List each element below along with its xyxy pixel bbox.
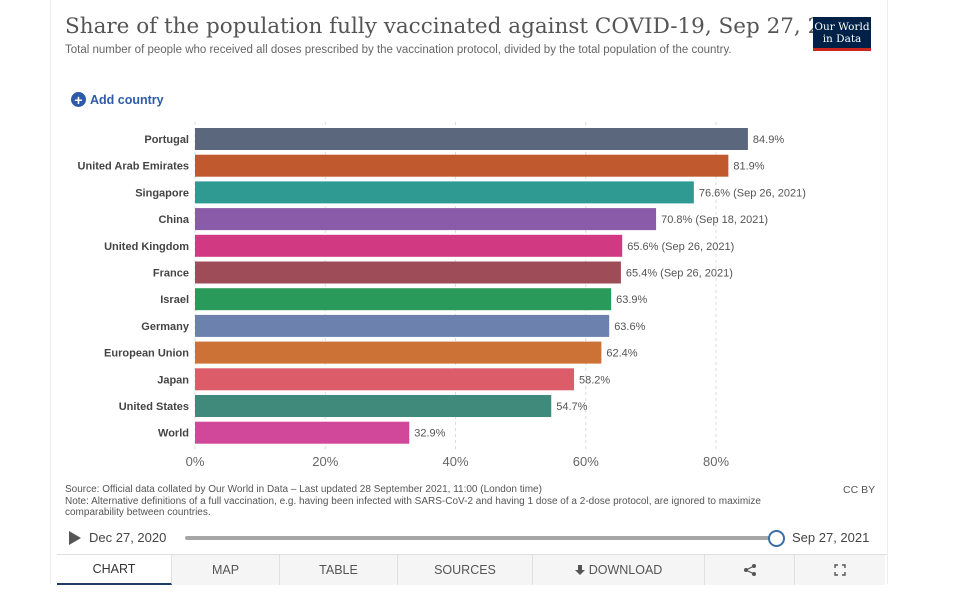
bar[interactable] bbox=[195, 288, 612, 311]
category-label: France bbox=[153, 268, 189, 280]
category-label: China bbox=[158, 214, 189, 226]
category-label: United Arab Emirates bbox=[78, 161, 189, 173]
value-label: 58.2% bbox=[579, 374, 610, 386]
chart-subtitle: Total number of people who received all … bbox=[65, 44, 732, 56]
value-label: 62.4% bbox=[606, 348, 637, 360]
bar-chart: 0% 20% 40% 60% 80% Portugal 84.9% United Arab E… bbox=[78, 122, 806, 469]
bar[interactable] bbox=[195, 261, 621, 284]
timeline-slider-track[interactable] bbox=[185, 536, 775, 540]
value-label: 63.9% bbox=[616, 294, 647, 306]
value-label: 70.8% (Sep 18, 2021) bbox=[661, 214, 768, 226]
category-label: Portugal bbox=[144, 134, 189, 146]
fullscreen-button[interactable] bbox=[795, 555, 885, 585]
bar[interactable] bbox=[195, 128, 748, 150]
x-tick-label: 40% bbox=[442, 454, 468, 469]
share-icon bbox=[743, 564, 756, 576]
download-icon bbox=[574, 565, 585, 575]
value-label: 54.7% bbox=[556, 401, 587, 413]
tab-chart[interactable]: CHART bbox=[57, 555, 172, 585]
category-label: Japan bbox=[157, 374, 189, 386]
value-label: 65.4% (Sep 26, 2021) bbox=[626, 268, 733, 280]
bar[interactable] bbox=[195, 208, 657, 231]
bar[interactable] bbox=[195, 395, 552, 417]
bar[interactable] bbox=[195, 314, 610, 337]
bar[interactable] bbox=[195, 181, 694, 204]
tab-bar: CHART MAP TABLE SOURCES DOWNLOAD bbox=[57, 554, 887, 585]
bar[interactable] bbox=[195, 341, 602, 364]
category-label: European Union bbox=[104, 348, 189, 360]
tab-map[interactable]: MAP bbox=[172, 555, 280, 585]
license-label[interactable]: CC BY bbox=[843, 484, 876, 496]
share-button[interactable] bbox=[705, 555, 795, 585]
category-label: United Kingdom bbox=[104, 241, 189, 253]
category-label: Israel bbox=[160, 294, 189, 306]
logo-line-1: Our World bbox=[814, 21, 870, 33]
tab-download-label: DOWNLOAD bbox=[588, 563, 663, 577]
note-text: Note: Alternative definitions of a full … bbox=[65, 495, 761, 519]
tab-download[interactable]: DOWNLOAD bbox=[533, 555, 705, 585]
tab-sources[interactable]: SOURCES bbox=[398, 555, 533, 585]
owid-logo[interactable]: Our World in Data bbox=[813, 17, 871, 51]
chart-footer-text: Source: Official data collated by Our Wo… bbox=[65, 484, 795, 519]
add-country-button[interactable]: + Add country bbox=[71, 92, 164, 107]
logo-line-2: in Data bbox=[822, 33, 862, 45]
plus-circle-icon: + bbox=[71, 92, 86, 107]
bar[interactable] bbox=[195, 154, 729, 177]
x-tick-label: 20% bbox=[312, 454, 338, 469]
value-label: 65.6% (Sep 26, 2021) bbox=[627, 241, 734, 253]
timeline-end-label: Sep 27, 2021 bbox=[792, 530, 870, 545]
value-label: 63.6% bbox=[614, 321, 645, 333]
add-country-label: Add country bbox=[90, 92, 164, 107]
value-label: 81.9% bbox=[733, 161, 764, 173]
bar[interactable] bbox=[195, 368, 575, 391]
fullscreen-icon bbox=[834, 564, 846, 576]
category-label: Singapore bbox=[135, 187, 189, 199]
category-label: United States bbox=[119, 401, 189, 413]
category-label: Germany bbox=[141, 321, 190, 333]
source-text: Source: Official data collated by Our Wo… bbox=[65, 484, 542, 495]
x-tick-label: 0% bbox=[186, 454, 205, 469]
timeline-slider-handle[interactable] bbox=[768, 530, 785, 547]
chart-title: Share of the population fully vaccinated… bbox=[65, 14, 863, 39]
x-tick-label: 80% bbox=[703, 454, 729, 469]
play-icon[interactable] bbox=[69, 531, 81, 545]
tab-table[interactable]: TABLE bbox=[280, 555, 398, 585]
x-tick-label: 60% bbox=[573, 454, 599, 469]
value-label: 32.9% bbox=[414, 428, 445, 440]
bar[interactable] bbox=[195, 234, 623, 257]
value-label: 84.9% bbox=[753, 134, 784, 146]
value-label: 76.6% (Sep 26, 2021) bbox=[699, 187, 806, 199]
chart-frame: Share of the population fully vaccinated… bbox=[50, 0, 888, 585]
bar[interactable] bbox=[195, 421, 410, 444]
timeline: Dec 27, 2020 Sep 27, 2021 bbox=[65, 527, 875, 549]
timeline-start-label: Dec 27, 2020 bbox=[89, 530, 167, 545]
category-label: World bbox=[158, 428, 189, 440]
